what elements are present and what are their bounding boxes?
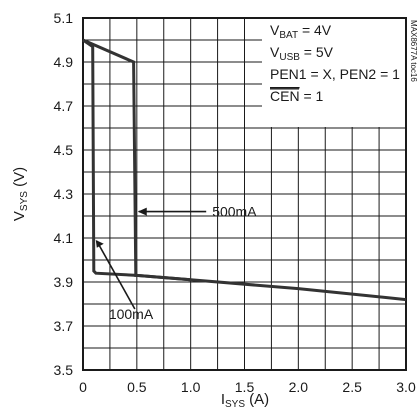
plot-frame xyxy=(82,17,407,371)
condition-line: PEN1 = X, PEN2 = 1 xyxy=(270,66,400,82)
y-tick-label: 5.1 xyxy=(54,10,74,26)
condition-line: VUSB = 5V xyxy=(270,44,334,63)
watermark: MAX8677A toc16 xyxy=(409,20,418,82)
y-tick-label: 3.9 xyxy=(54,274,74,290)
annotation-label: 500mA xyxy=(212,204,257,220)
annotation-arrowhead xyxy=(95,240,104,248)
tick-labels: 0 0.5 1.0 1.5 2.0 2.5 3.0 5.1 4.9 4.7 4.5 4.3 4.1 3.9… xyxy=(54,10,416,395)
condition-line: VBAT = 4V xyxy=(270,22,332,41)
x-axis-label: ISYS (A) xyxy=(221,391,269,410)
conditions-box xyxy=(262,19,405,127)
x-tick-label: 1.5 xyxy=(235,379,255,395)
x-tick-label: 1.0 xyxy=(181,379,201,395)
y-tick-label: 4.7 xyxy=(54,98,74,114)
y-tick-label: 3.5 xyxy=(54,362,74,378)
x-tick-label: 3.0 xyxy=(396,379,416,395)
annotation-500ma: 500mA xyxy=(137,204,257,220)
x-tick-label: 2.5 xyxy=(342,379,362,395)
conditions: VBAT = 4V VUSB = 5V PEN1 = X, PEN2 = 1 CEN … xyxy=(270,22,400,104)
y-tick-label: 4.9 xyxy=(54,54,74,70)
annotation-100ma: 100mA xyxy=(95,240,154,322)
x-tick-label: 0.5 xyxy=(127,379,147,395)
y-tick-label: 3.7 xyxy=(54,318,74,334)
series-line-100ma xyxy=(82,38,191,282)
y-axis-label: VSYS (V) xyxy=(11,167,30,221)
annotations: 500mA 100mA xyxy=(95,204,257,322)
y-tick-label: 4.1 xyxy=(54,230,74,246)
x-tick-label: 0 xyxy=(79,379,87,395)
annotation-label: 100mA xyxy=(109,306,154,322)
x-tick-label: 2.0 xyxy=(289,379,309,395)
annotation-arrowhead xyxy=(137,207,147,216)
curves xyxy=(82,38,407,302)
annotation-arrow-line xyxy=(96,240,136,310)
condition-line: CEN = 1 xyxy=(270,88,324,104)
y-tick-label: 4.5 xyxy=(54,142,74,158)
y-tick-label: 4.3 xyxy=(54,186,74,202)
